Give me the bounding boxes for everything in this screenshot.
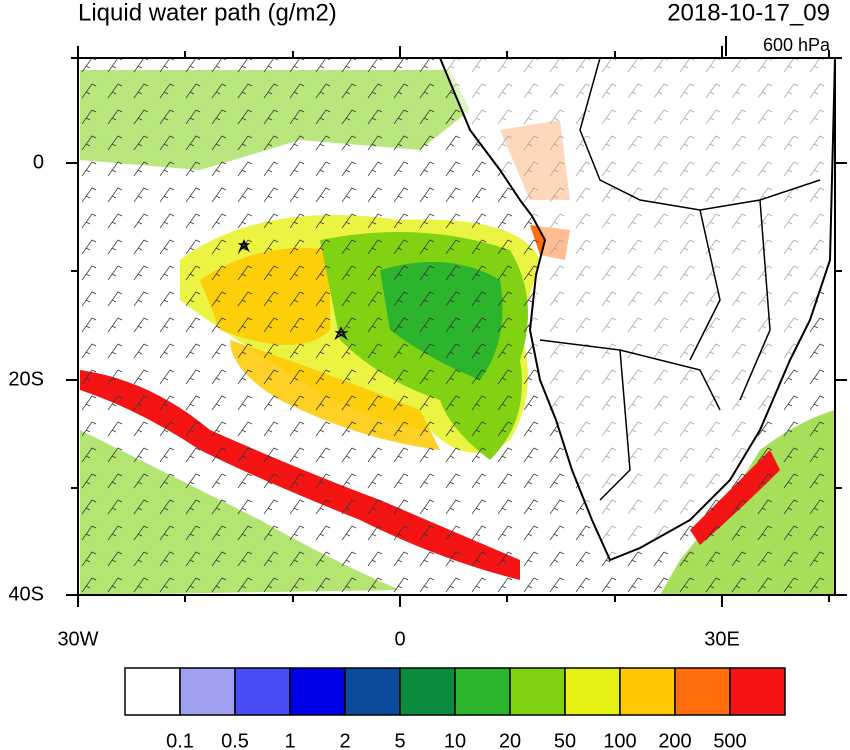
map: [78, 58, 835, 595]
colorbar-box: [124, 667, 181, 716]
colorbar-box: [619, 667, 676, 716]
colorbar-label: 20: [499, 730, 521, 750]
colorbar-box: [564, 667, 621, 716]
colorbar-box: [729, 667, 786, 716]
map-frame: [77, 57, 836, 596]
x-tick-label: 0: [394, 628, 405, 650]
level: 600 hPa: [763, 35, 831, 55]
y-tick-label: 0: [33, 151, 44, 173]
colorbar-box: [344, 667, 401, 716]
title: Liquid water path (g/m2): [78, 0, 337, 26]
colorbar-label: 100: [603, 730, 636, 750]
colorbar-label: 50: [554, 730, 576, 750]
colorbar-label: 5: [394, 730, 405, 750]
y-tick-label: 20S: [8, 368, 44, 390]
colorbar-label: 0.5: [221, 730, 249, 750]
colorbar-label: 200: [658, 730, 691, 750]
colorbar-label: 2: [339, 730, 350, 750]
x-tick-label: 30E: [704, 628, 740, 650]
colorbar-label: 1: [284, 730, 295, 750]
colorbar-label: 0.1: [166, 730, 194, 750]
colorbar-box: [289, 667, 346, 716]
colorbar: 0.1 0.5 1 2 5 10 20 50 100 200 500: [124, 667, 786, 750]
x-tick-label: 30W: [57, 628, 98, 650]
colorbar-box: [454, 667, 511, 716]
axis-ticks: 0 20S 40S 30W 0 30E: [8, 46, 847, 650]
colorbar-box: [399, 667, 456, 716]
colorbar-box: [234, 667, 291, 716]
colorbar-box: [179, 667, 236, 716]
valid-time: 2018-10-17_09: [667, 0, 830, 26]
colorbar-box: [674, 667, 731, 716]
colorbar-box: [509, 667, 566, 716]
colorbar-label: 10: [444, 730, 466, 750]
colorbar-label: 500: [713, 730, 746, 750]
y-tick-label: 40S: [8, 583, 44, 605]
